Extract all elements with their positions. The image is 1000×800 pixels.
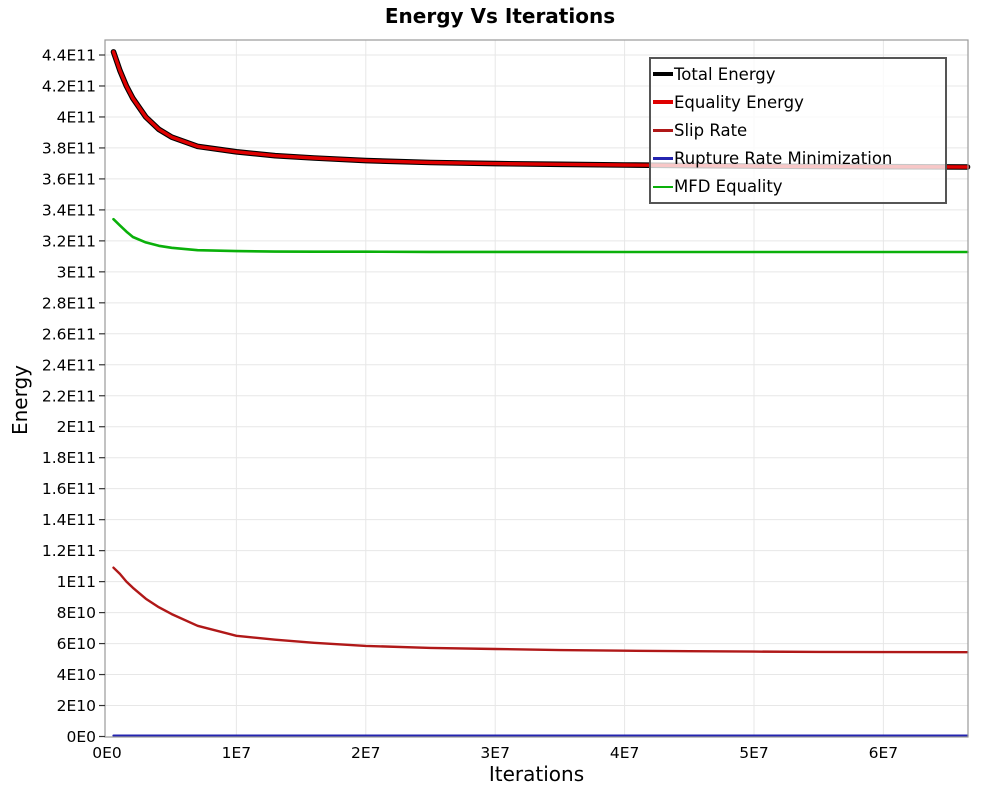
x-tick-label: 3E7 (480, 744, 510, 762)
legend-item-equality-energy: Equality Energy (653, 88, 945, 116)
y-tick-label: 3.6E11 (42, 170, 96, 188)
y-tick-label: 3.2E11 (42, 232, 96, 250)
legend-label: Total Energy (674, 64, 776, 84)
y-tick-label: 2E11 (57, 418, 96, 436)
y-tick-label: 1.6E11 (42, 480, 96, 498)
legend-label: MFD Equality (674, 177, 783, 197)
legend-item-slip-rate: Slip Rate (653, 116, 945, 144)
x-tick-label: 6E7 (869, 744, 899, 762)
y-tick-label: 2.8E11 (42, 294, 96, 312)
y-tick-label: 2.6E11 (42, 325, 96, 343)
legend-label: Rupture Rate Minimization (674, 149, 893, 169)
x-tick-label: 1E7 (222, 744, 252, 762)
y-tick-label: 1.2E11 (42, 542, 96, 560)
legend-swatch-line-icon (653, 71, 673, 77)
legend-swatch-line-icon (653, 185, 673, 189)
x-tick-label: 5E7 (739, 744, 769, 762)
series-line-slip-rate (112, 566, 969, 654)
legend-box: Total Energy Equality Energy Slip Rate Rupt… (649, 57, 947, 204)
legend-label: Equality Energy (674, 92, 804, 112)
y-tick-label: 3.8E11 (42, 139, 96, 157)
legend-item-mfd-equality: MFD Equality (653, 173, 945, 201)
y-tick-label: 2.4E11 (42, 356, 96, 374)
y-tick-label: 2E10 (57, 697, 96, 715)
y-tick-label: 0E0 (66, 728, 96, 746)
y-tick-label: 3E11 (57, 263, 96, 281)
x-tick-label: 4E7 (610, 744, 640, 762)
x-tick-label: 2E7 (351, 744, 381, 762)
y-tick-label: 1.4E11 (42, 511, 96, 529)
legend-item-total-energy: Total Energy (653, 60, 945, 88)
legend-swatch-line-icon (653, 129, 673, 132)
y-tick-label: 4.4E11 (42, 47, 96, 65)
y-tick-label: 6E10 (57, 635, 96, 653)
y-tick-label: 8E10 (57, 604, 96, 622)
x-axis-title: Iterations (488, 762, 585, 786)
y-tick-label: 3.4E11 (42, 201, 96, 219)
series-line-mfd-equality (112, 217, 969, 254)
x-tick-label: 0E0 (92, 744, 122, 762)
y-tick-label: 2.2E11 (42, 387, 96, 405)
y-tick-label: 4.2E11 (42, 77, 96, 95)
y-tick-label: 1E11 (57, 573, 96, 591)
legend-swatch-line-icon (653, 157, 673, 160)
legend-swatch-line-icon (653, 100, 673, 105)
y-tick-label: 4E11 (57, 108, 96, 126)
plot-border (104, 39, 969, 738)
y-tick-label: 4E10 (57, 666, 96, 684)
chart-title: Energy Vs Iterations (384, 4, 616, 28)
y-tick-label: 1.8E11 (42, 449, 96, 467)
legend-item-rupture-rate-minimization: Rupture Rate Minimization (653, 145, 945, 173)
legend-label: Slip Rate (674, 120, 748, 140)
